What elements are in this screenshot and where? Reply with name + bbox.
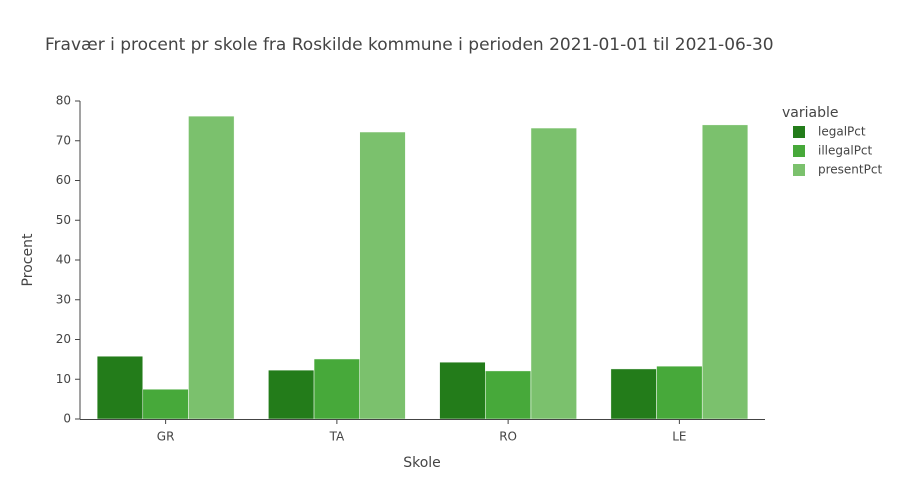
x-tick-label: RO: [499, 430, 517, 444]
y-tick-label: 20: [56, 332, 71, 346]
x-tick-label: GR: [157, 430, 175, 444]
bar[interactable]: [359, 131, 406, 420]
y-tick-label: 60: [56, 173, 71, 187]
y-tick-label: 10: [56, 372, 71, 386]
bar[interactable]: [485, 370, 532, 420]
y-tick-label: 0: [63, 412, 71, 426]
y-tick-label: 40: [56, 253, 71, 267]
legend-title: variable: [782, 105, 838, 121]
bar[interactable]: [268, 369, 315, 420]
legend-swatch[interactable]: [793, 126, 805, 138]
bar[interactable]: [142, 388, 189, 420]
y-tick-label: 50: [56, 213, 71, 227]
bar[interactable]: [439, 361, 486, 420]
y-tick-label: 30: [56, 292, 71, 306]
bar[interactable]: [96, 355, 144, 420]
y-axis-title: Procent: [20, 233, 36, 286]
bar[interactable]: [610, 368, 657, 420]
legend-swatch[interactable]: [793, 164, 805, 176]
legend-label[interactable]: presentPct: [818, 163, 882, 177]
x-tick-label: TA: [329, 430, 345, 444]
chart-title: Fravær i procent pr skole fra Roskilde k…: [45, 35, 774, 55]
bar[interactable]: [530, 127, 577, 420]
bar[interactable]: [313, 358, 360, 420]
y-tick-label: 70: [56, 133, 71, 147]
bar[interactable]: [188, 115, 235, 420]
legend-label[interactable]: legalPct: [818, 125, 866, 139]
bar[interactable]: [701, 124, 749, 420]
y-tick-label: 80: [56, 94, 71, 108]
x-axis-title: Skole: [403, 455, 441, 471]
x-tick-label: LE: [672, 430, 686, 444]
legend-swatch[interactable]: [793, 145, 805, 157]
legend-label[interactable]: illegalPct: [818, 144, 873, 158]
bar[interactable]: [656, 365, 703, 420]
